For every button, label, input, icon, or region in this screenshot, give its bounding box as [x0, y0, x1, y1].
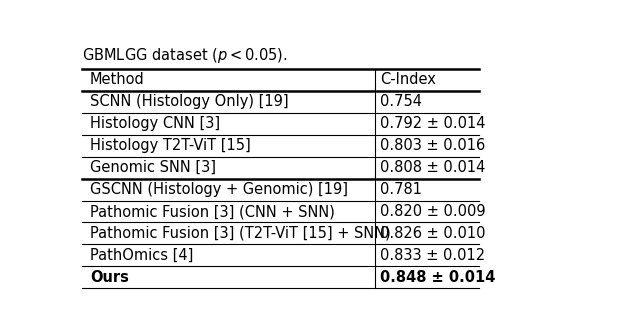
Text: PathOmics [4]: PathOmics [4]	[90, 248, 193, 263]
Text: GBMLGG dataset ($p < 0.05$).: GBMLGG dataset ($p < 0.05$).	[83, 46, 288, 65]
Text: 0.826 ± 0.010: 0.826 ± 0.010	[380, 226, 486, 241]
Text: 0.848 ± 0.014: 0.848 ± 0.014	[380, 270, 495, 285]
Text: C-Index: C-Index	[380, 72, 436, 87]
Text: Histology T2T-ViT [15]: Histology T2T-ViT [15]	[90, 138, 251, 153]
Text: Genomic SNN [3]: Genomic SNN [3]	[90, 160, 216, 175]
Text: Pathomic Fusion [3] (CNN + SNN): Pathomic Fusion [3] (CNN + SNN)	[90, 204, 335, 219]
Text: 0.808 ± 0.014: 0.808 ± 0.014	[380, 160, 486, 175]
Text: 0.803 ± 0.016: 0.803 ± 0.016	[380, 138, 485, 153]
Text: Ours: Ours	[90, 270, 129, 285]
Text: 0.820 ± 0.009: 0.820 ± 0.009	[380, 204, 486, 219]
Text: GSCNN (Histology + Genomic) [19]: GSCNN (Histology + Genomic) [19]	[90, 182, 348, 197]
Text: Histology CNN [3]: Histology CNN [3]	[90, 116, 220, 131]
Text: 0.754: 0.754	[380, 94, 422, 109]
Text: 0.833 ± 0.012: 0.833 ± 0.012	[380, 248, 485, 263]
Text: SCNN (Histology Only) [19]: SCNN (Histology Only) [19]	[90, 94, 289, 109]
Text: Method: Method	[90, 72, 145, 87]
Text: 0.792 ± 0.014: 0.792 ± 0.014	[380, 116, 486, 131]
Text: Pathomic Fusion [3] (T2T-ViT [15] + SNN): Pathomic Fusion [3] (T2T-ViT [15] + SNN)	[90, 226, 390, 241]
Text: 0.781: 0.781	[380, 182, 422, 197]
